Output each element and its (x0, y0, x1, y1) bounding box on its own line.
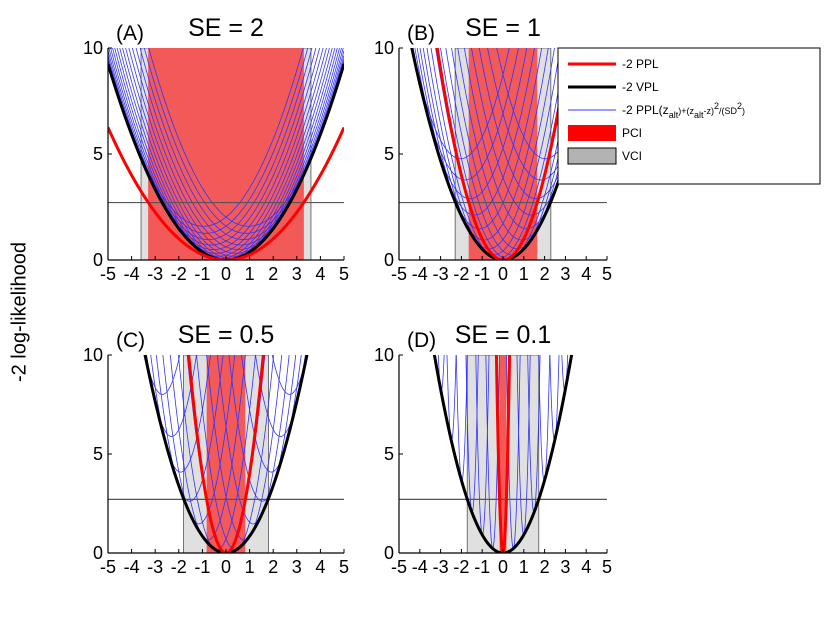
x-tick-label: 2 (268, 557, 278, 577)
legend-swatch-vci (567, 147, 617, 165)
x-tick-label: -2 (453, 264, 469, 284)
profile-curve (125, 48, 342, 257)
profile-curve (116, 48, 336, 260)
x-tick-label: 3 (292, 264, 302, 284)
plot-area (399, 48, 607, 260)
y-tick-label: 5 (384, 444, 394, 464)
vpl-curve (143, 355, 309, 553)
y-tick-label: 10 (374, 38, 394, 58)
x-tick-label: -1 (194, 557, 210, 577)
x-tick-label: 0 (498, 557, 508, 577)
x-tick-label: 0 (221, 264, 231, 284)
panel-label: (A) (116, 22, 144, 45)
x-tick-label: 2 (268, 264, 278, 284)
panel-title: SE = 2 (188, 14, 264, 42)
x-tick-label: 5 (602, 264, 612, 284)
x-tick-label: -1 (474, 264, 490, 284)
panel-label: (C) (116, 329, 145, 352)
legend-label-vpl: -2 VPL (622, 80, 659, 94)
x-tick-label: 1 (245, 557, 255, 577)
x-tick-label: -3 (433, 557, 449, 577)
x-tick-label: 0 (498, 264, 508, 284)
x-tick-label: 2 (540, 557, 550, 577)
x-tick-label: -5 (391, 557, 407, 577)
x-tick-label: -5 (391, 264, 407, 284)
x-tick-label: 3 (560, 264, 570, 284)
x-tick-label: 5 (602, 557, 612, 577)
x-tick-label: 4 (315, 264, 325, 284)
ppl-curve (108, 126, 344, 260)
y-axis-label: -2 log-likelihood (8, 242, 30, 382)
y-tick-label: 5 (93, 444, 103, 464)
x-tick-label: 1 (519, 264, 529, 284)
plot-area (399, 355, 607, 553)
plot-area (108, 48, 344, 260)
x-tick-label: -2 (171, 264, 187, 284)
x-tick-label: -5 (100, 264, 116, 284)
x-tick-label: -1 (194, 264, 210, 284)
x-tick-label: -4 (124, 557, 140, 577)
x-tick-label: -1 (474, 557, 490, 577)
pci-band (468, 48, 538, 260)
y-tick-label: 10 (83, 38, 103, 58)
panel-label: (D) (407, 329, 436, 352)
x-tick-label: 4 (581, 557, 591, 577)
plot-area (108, 355, 344, 553)
pci-band (206, 355, 246, 553)
profile-curve (206, 355, 283, 541)
x-tick-label: 5 (339, 557, 349, 577)
x-tick-label: 2 (540, 264, 550, 284)
x-tick-label: 5 (339, 264, 349, 284)
x-tick-label: -2 (453, 557, 469, 577)
legend-label-vci: VCI (622, 149, 642, 163)
x-tick-label: 4 (315, 557, 325, 577)
y-tick-label: 0 (93, 250, 103, 270)
pci-band (499, 355, 507, 553)
y-tick-label: 0 (384, 250, 394, 270)
y-tick-label: 10 (374, 345, 394, 365)
legend-label-ppl: -2 PPL (622, 57, 659, 71)
y-tick-label: 0 (93, 543, 103, 563)
y-tick-label: 10 (83, 345, 103, 365)
panel-title: SE = 0.5 (178, 321, 275, 349)
y-tick-label: 5 (384, 144, 394, 164)
panel-label: (B) (407, 22, 435, 45)
x-tick-label: 3 (292, 557, 302, 577)
legend-label-prof: -2 PPL(zalt)+(zalt-z)2/(SD2) (622, 101, 745, 120)
x-tick-label: -4 (412, 264, 428, 284)
x-tick-label: 4 (581, 264, 591, 284)
legend: -2 PPL -2 VPL -2 PPL(zalt)+(zalt-z)2/(SD2)… (557, 47, 821, 185)
legend-label-pci: PCI (622, 126, 642, 140)
vpl-curve (108, 63, 344, 260)
panel-title: SE = 0.1 (455, 321, 552, 349)
x-tick-label: 0 (221, 557, 231, 577)
x-tick-label: -3 (147, 557, 163, 577)
profile-curve (196, 355, 275, 551)
panel-title: SE = 1 (465, 14, 541, 42)
y-tick-label: 5 (93, 144, 103, 164)
x-tick-label: -4 (412, 557, 428, 577)
x-tick-label: -5 (100, 557, 116, 577)
x-tick-label: -2 (171, 557, 187, 577)
x-tick-label: -3 (433, 264, 449, 284)
y-tick-label: 0 (384, 543, 394, 563)
pci-band (148, 48, 304, 260)
x-tick-label: -4 (124, 264, 140, 284)
x-tick-label: 3 (560, 557, 570, 577)
profile-curve (216, 355, 290, 525)
x-tick-label: -3 (147, 264, 163, 284)
x-tick-label: 1 (519, 557, 529, 577)
legend-swatch-pci (568, 125, 616, 141)
x-tick-label: 1 (245, 264, 255, 284)
